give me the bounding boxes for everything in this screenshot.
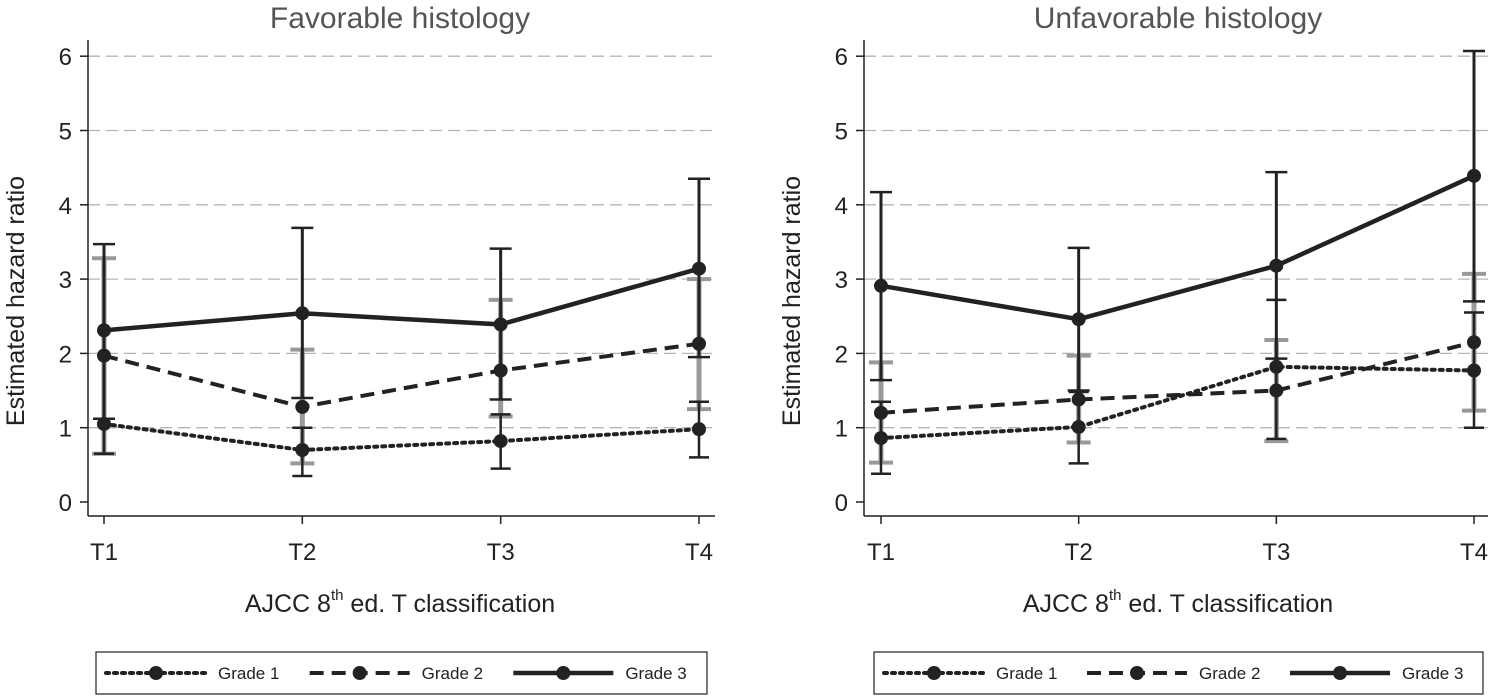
data-point [295,399,310,414]
x-axis-label-sup: th [331,587,344,604]
data-point [874,431,888,446]
legend-item-grade-3: Grade 3 [1290,664,1463,683]
y-tick-label: 5 [59,119,72,146]
chart-svg-favorable: Favorable histology 0 1 2 3 4 5 6 T1 T2 T3 T4 Estima… [2,2,715,695]
data-point [1467,363,1481,378]
y-tick-label: 3 [59,267,72,294]
data-point [1269,383,1284,398]
legend-item-grade-1: Grade 1 [104,664,279,683]
data-point [97,348,111,363]
data-point [874,405,888,420]
data-point [1071,312,1086,327]
y-tick-label: 0 [59,490,72,517]
y-tick-label: 4 [59,193,72,220]
chart-svg-unfavorable: Unfavorable histology 0 1 2 3 4 5 6 T1 T2 T3 T4 Esti… [778,2,1488,695]
data-point [295,306,310,321]
x-axis-label: AJCC 8th ed. T classification [1023,587,1333,618]
legend-label: Grade 2 [1199,664,1260,683]
series-line-grade-2 [103,341,700,409]
x-tick-label: T1 [867,539,895,566]
series-line-grade-1 [102,421,701,452]
x-tick-label: T2 [1065,539,1093,566]
chart-panel-unfavorable: Unfavorable histology 0 1 2 3 4 5 6 T1 T2 T3 T4 Esti… [760,0,1495,696]
data-point [493,363,508,378]
data-point [97,416,111,431]
y-axis-label: Estimated hazard ratio [2,176,30,426]
data-point [1071,419,1086,434]
legend-marker [927,666,941,680]
legend-marker [556,666,571,680]
legend-marker [149,666,163,680]
legend-label: Grade 2 [422,664,483,683]
chart-title: Favorable histology [270,2,530,35]
legend-item-grade-1: Grade 1 [882,664,1057,683]
data-point [1269,258,1284,273]
x-tick-label: T1 [90,539,118,566]
y-tick-label: 2 [835,341,848,368]
data-point [97,323,111,338]
legend-label: Grade 1 [996,664,1057,683]
data-point [874,278,888,293]
chart-panel-favorable: Favorable histology 0 1 2 3 4 5 6 T1 T2 T3 T4 Estima… [0,0,740,696]
data-point [1269,359,1284,374]
data-point [493,317,508,332]
x-axis-label: AJCC 8th ed. T classification [245,587,555,618]
data-point [295,442,310,457]
x-axis-label-prefix: AJCC 8 [1023,590,1109,618]
legend-marker [352,666,367,680]
y-tick-label: 1 [59,416,72,443]
data-point [493,434,508,449]
legend-item-grade-3: Grade 3 [513,664,687,683]
y-axis-label: Estimated hazard ratio [778,176,806,426]
x-tick-label: T3 [1262,539,1290,566]
series-line-grade-1 [879,364,1476,441]
x-tick-label: T4 [685,539,713,566]
legend-label: Grade 1 [218,664,279,683]
y-tick-label: 6 [835,44,848,71]
series-line-grade-3 [880,173,1475,322]
legend-label: Grade 3 [625,664,686,683]
data-point [1071,392,1086,407]
x-axis-label-suffix: ed. T classification [1121,590,1333,618]
y-tick-label: 4 [835,193,848,220]
x-axis-label-suffix: ed. T classification [343,590,555,618]
data-point [1467,168,1481,183]
x-tick-label: T2 [288,539,316,566]
y-tick-label: 5 [835,119,848,146]
x-axis-label-sup: th [1109,587,1122,604]
data-point [692,336,706,351]
series-line-grade-2 [880,340,1475,415]
y-tick-label: 1 [835,416,848,443]
legend: Grade 1 Grade 2 Grade 3 [95,651,708,695]
data-point [1467,335,1481,350]
x-tick-label: T3 [487,539,515,566]
y-tick-label: 2 [59,341,72,368]
series-line-grade-3 [103,266,700,333]
y-tick-label: 6 [59,44,72,71]
x-axis-label-prefix: AJCC 8 [245,590,331,618]
x-tick-label: T4 [1460,539,1488,566]
legend-marker [1333,666,1347,680]
legend-item-grade-2: Grade 2 [309,664,483,683]
data-point [692,422,706,437]
legend: Grade 1 Grade 2 Grade 3 [873,651,1484,695]
legend-item-grade-2: Grade 2 [1087,664,1260,683]
data-point [692,261,706,276]
y-tick-label: 3 [835,267,848,294]
legend-marker [1130,666,1144,680]
chart-title: Unfavorable histology [1034,2,1323,35]
legend-label: Grade 3 [1402,664,1463,683]
y-tick-label: 0 [835,490,848,517]
